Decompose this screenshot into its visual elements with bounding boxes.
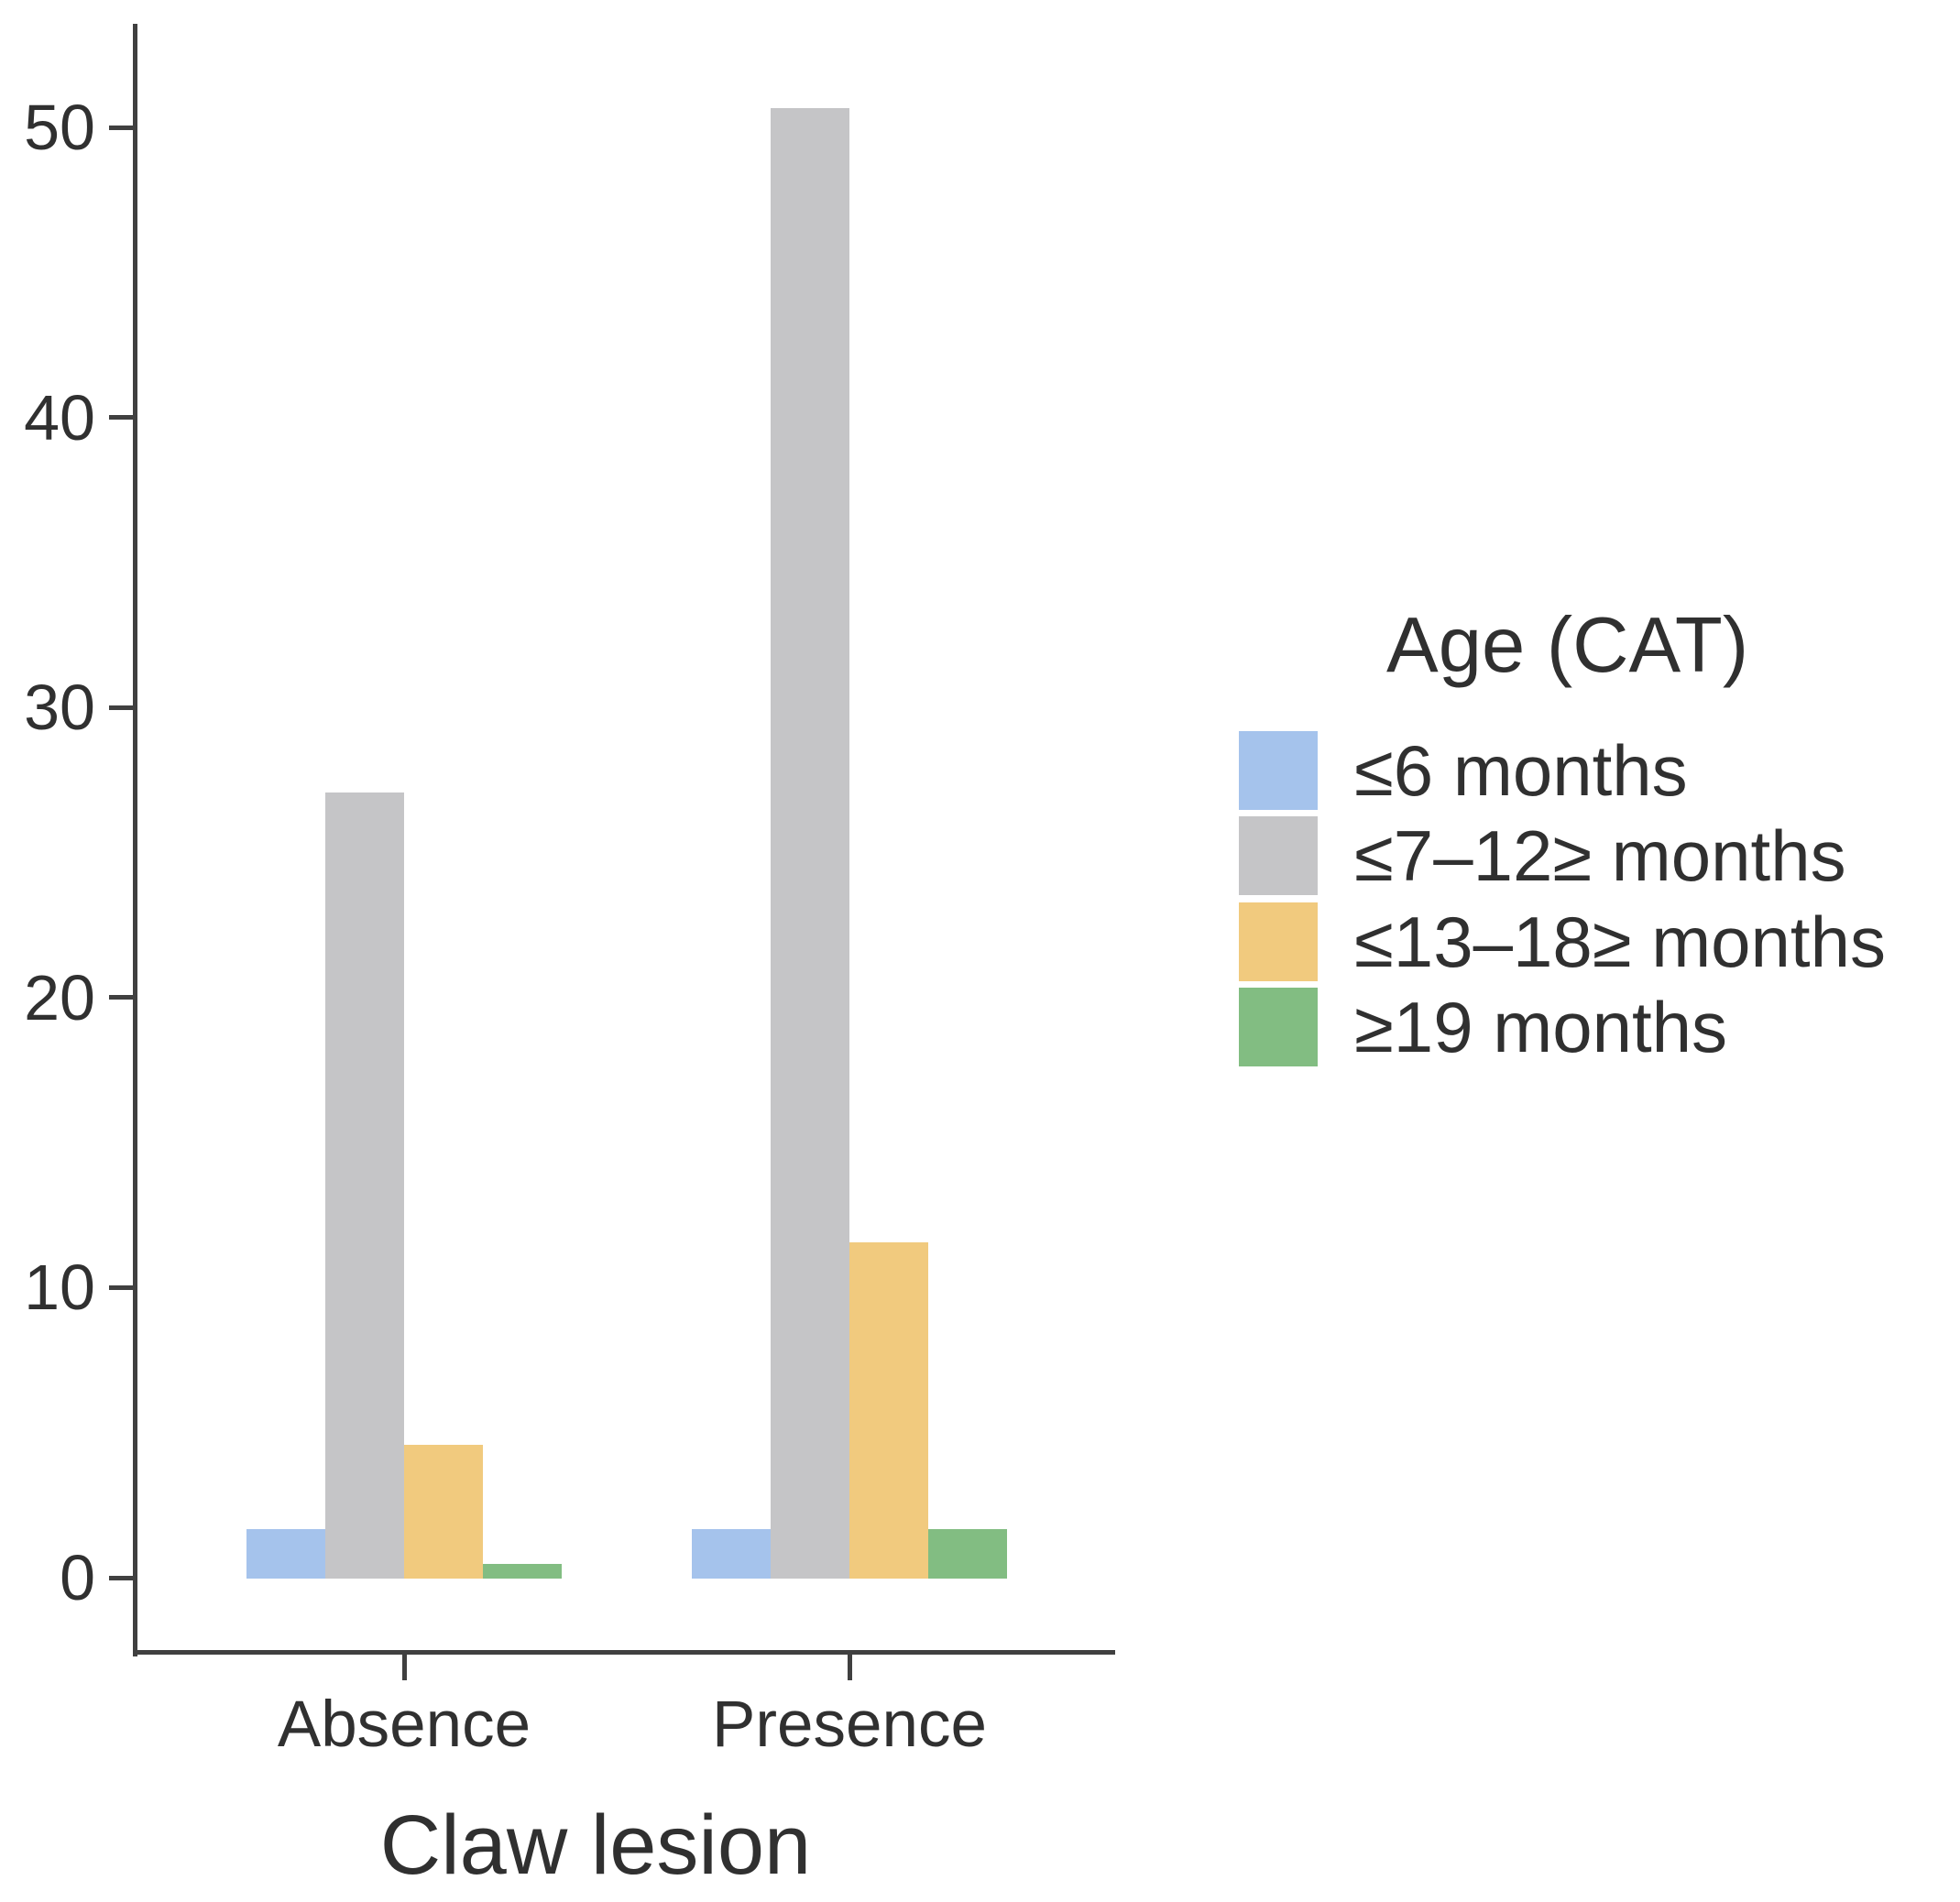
legend-label-series-3: ≥19 months bbox=[1354, 987, 1728, 1068]
y-tick-mark bbox=[109, 1575, 134, 1580]
x-axis-line bbox=[133, 1650, 1115, 1655]
y-tick-mark bbox=[109, 995, 134, 1000]
y-tick-label: 10 bbox=[24, 1252, 95, 1324]
y-tick-mark bbox=[109, 705, 134, 710]
legend-label-series-1: ≤7–12≥ months bbox=[1354, 815, 1846, 897]
bar-absence-series-3 bbox=[483, 1564, 562, 1579]
y-tick-label: 0 bbox=[60, 1542, 95, 1613]
legend-swatch-series-2 bbox=[1239, 902, 1318, 981]
legend-label-series-2: ≤13–18≥ months bbox=[1354, 901, 1886, 982]
y-tick-mark bbox=[109, 125, 134, 130]
bar-absence-series-1 bbox=[325, 792, 404, 1579]
bar-presence-series-3 bbox=[928, 1529, 1007, 1579]
bar-absence-series-0 bbox=[246, 1529, 325, 1579]
x-tick-mark bbox=[847, 1655, 852, 1680]
x-tick-label-absence: Absence bbox=[277, 1689, 531, 1761]
legend-label-series-0: ≤6 months bbox=[1354, 730, 1688, 811]
bar-presence-series-1 bbox=[771, 108, 849, 1579]
y-tick-label: 30 bbox=[24, 672, 95, 744]
bar-absence-series-2 bbox=[404, 1445, 483, 1579]
legend-swatch-series-0 bbox=[1239, 731, 1318, 810]
bar-presence-series-0 bbox=[692, 1529, 771, 1579]
x-axis-title: Claw lesion bbox=[379, 1798, 812, 1892]
y-tick-mark bbox=[109, 415, 134, 421]
y-tick-label: 40 bbox=[24, 381, 95, 454]
y-axis-line bbox=[133, 24, 137, 1656]
legend-swatch-series-3 bbox=[1239, 988, 1318, 1067]
y-tick-mark bbox=[109, 1284, 134, 1290]
y-tick-label: 50 bbox=[24, 92, 95, 163]
y-tick-label: 20 bbox=[24, 961, 95, 1033]
x-tick-label-presence: Presence bbox=[712, 1689, 987, 1761]
legend-title: Age (CAT) bbox=[1386, 602, 1749, 689]
x-tick-mark bbox=[401, 1655, 407, 1680]
bar-presence-series-2 bbox=[849, 1242, 928, 1579]
legend-swatch-series-1 bbox=[1239, 816, 1318, 896]
